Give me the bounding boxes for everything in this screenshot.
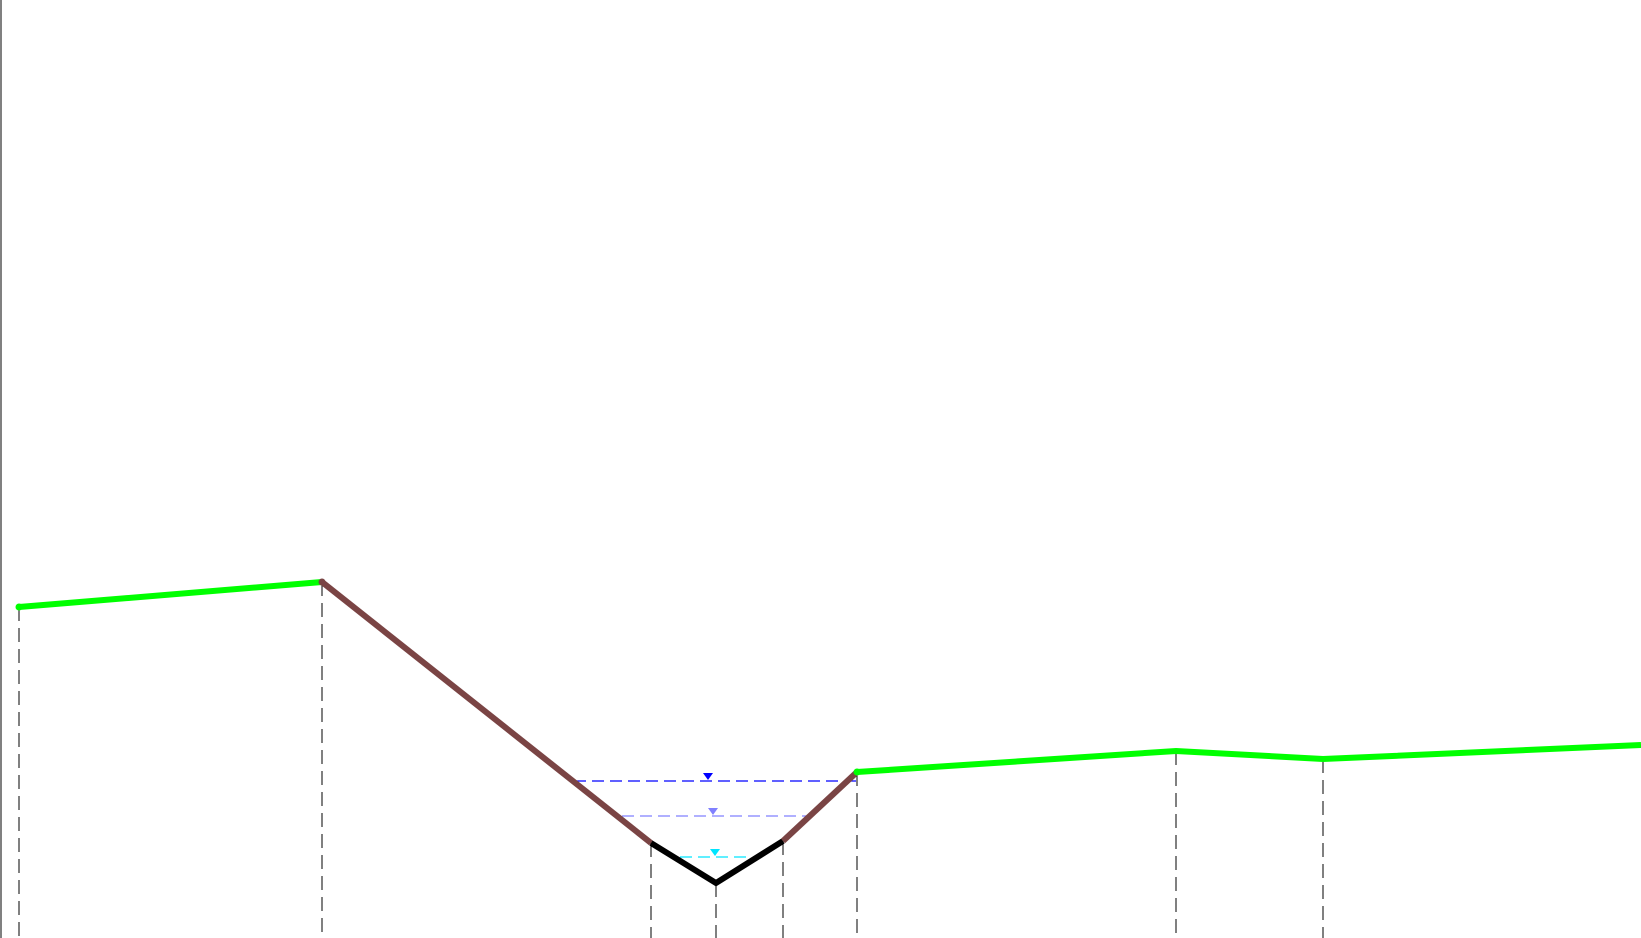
station-lines [18,582,1324,938]
ground-profile [15,578,1641,887]
channel-bed-segment [649,838,785,887]
profile-node [853,768,861,776]
left-floodplain-segment [18,579,323,610]
right-floodplain-segment [856,742,1641,775]
water-level-triangle-icon [710,849,720,856]
water-levels [574,773,857,858]
right-bank-segment [780,769,860,844]
profile-node [318,578,326,586]
profile-node [15,603,23,611]
water-level-triangle-icon [703,773,713,780]
left-bank-segment [320,579,653,846]
water-level-triangle-icon [708,808,718,815]
